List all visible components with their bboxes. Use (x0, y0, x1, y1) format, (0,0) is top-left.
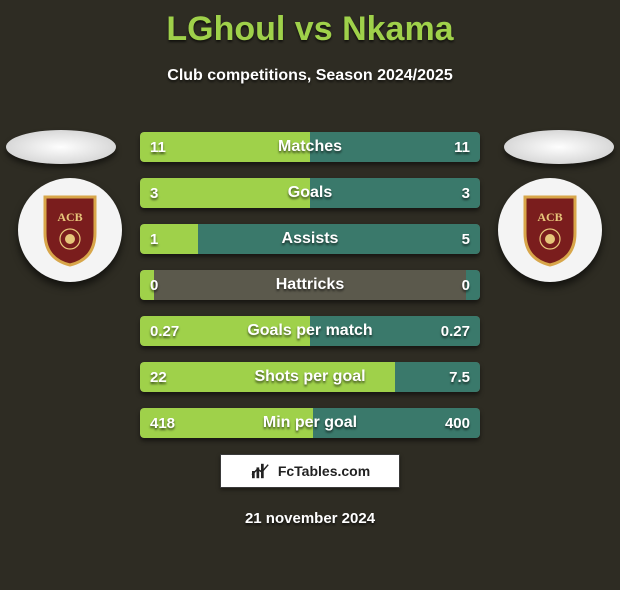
stat-right-value: 5 (462, 224, 470, 254)
stat-row: 0 Hattricks 0 (140, 270, 480, 300)
stat-label: Matches (140, 132, 480, 162)
stat-label: Hattricks (140, 270, 480, 300)
site-logo[interactable]: FcTables.com (220, 454, 400, 488)
shield-icon: ACB (41, 193, 99, 267)
date-label: 21 november 2024 (0, 510, 620, 527)
stat-row: 0.27 Goals per match 0.27 (140, 316, 480, 346)
club-crest-right: ACB (498, 178, 602, 282)
bar-chart-icon (250, 462, 272, 480)
stat-bars: 11 Matches 11 3 Goals 3 1 Assists 5 0 Ha… (140, 132, 480, 454)
stat-right-value: 400 (445, 408, 470, 438)
club-crest-left: ACB (18, 178, 122, 282)
stat-row: 22 Shots per goal 7.5 (140, 362, 480, 392)
player-left-nameplate (6, 130, 116, 164)
stat-row: 11 Matches 11 (140, 132, 480, 162)
player-right-nameplate (504, 130, 614, 164)
svg-text:ACB: ACB (57, 210, 82, 224)
stat-label: Assists (140, 224, 480, 254)
stat-row: 1 Assists 5 (140, 224, 480, 254)
stat-right-value: 0 (462, 270, 470, 300)
page-title: LGhoul vs Nkama (0, 10, 620, 49)
stat-label: Goals per match (140, 316, 480, 346)
stat-right-value: 0.27 (441, 316, 470, 346)
stat-right-value: 3 (462, 178, 470, 208)
site-logo-text: FcTables.com (278, 463, 370, 479)
stat-label: Min per goal (140, 408, 480, 438)
stat-right-value: 7.5 (449, 362, 470, 392)
stat-label: Goals (140, 178, 480, 208)
stat-row: 418 Min per goal 400 (140, 408, 480, 438)
stat-row: 3 Goals 3 (140, 178, 480, 208)
svg-text:ACB: ACB (537, 210, 562, 224)
subtitle: Club competitions, Season 2024/2025 (0, 67, 620, 85)
stat-right-value: 11 (454, 132, 470, 162)
stat-label: Shots per goal (140, 362, 480, 392)
shield-icon: ACB (521, 193, 579, 267)
